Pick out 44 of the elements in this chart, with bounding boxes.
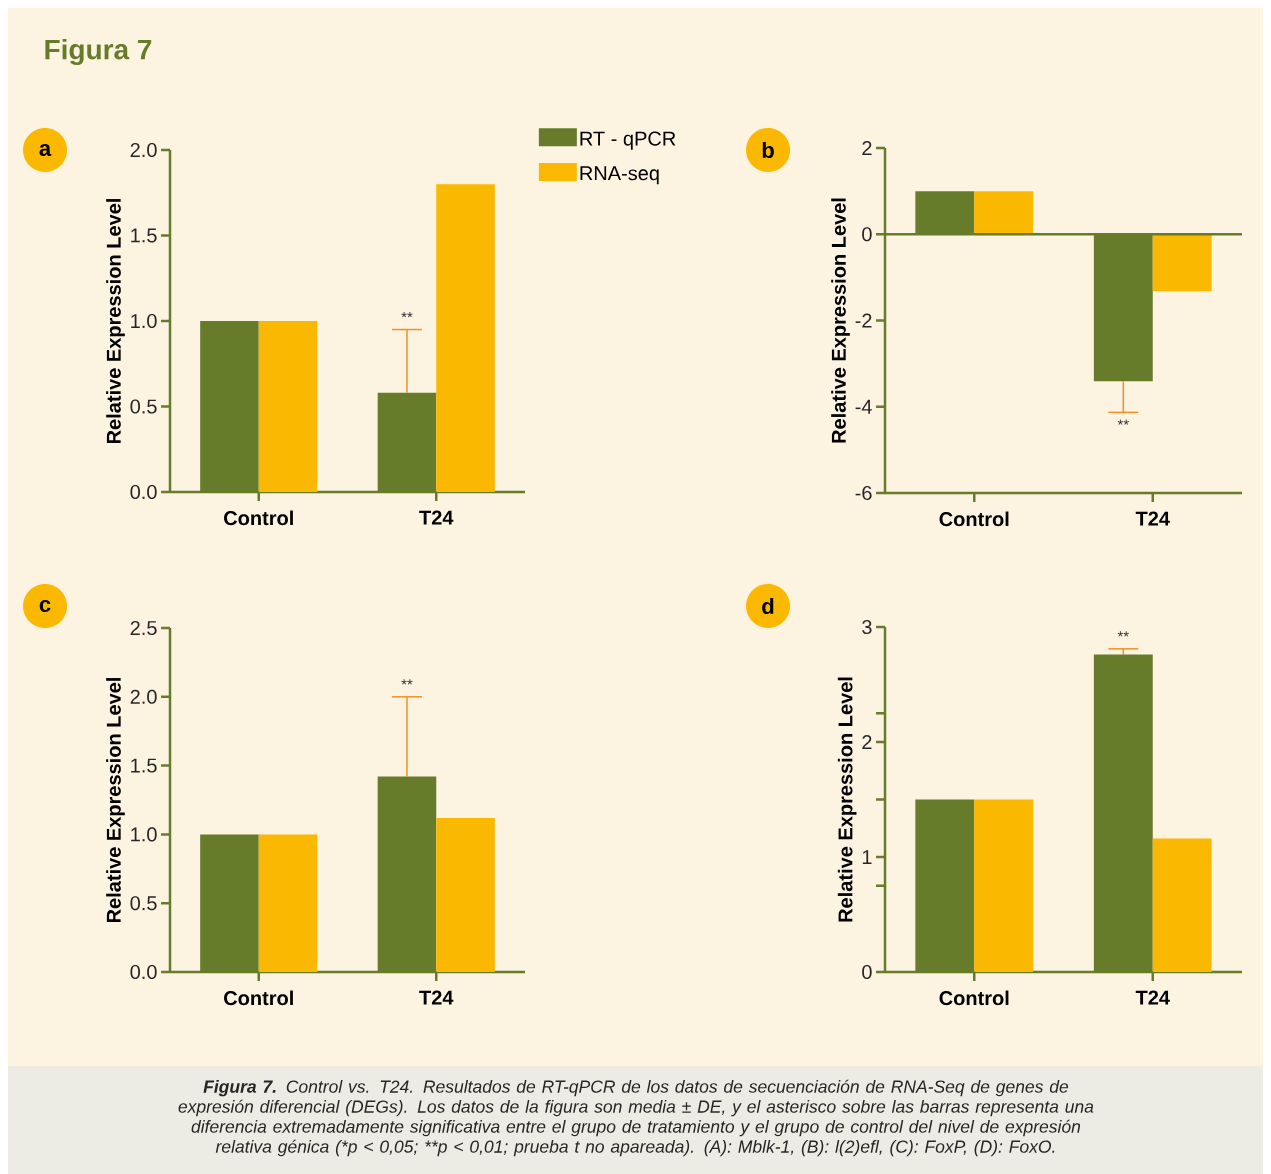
y-tick-label: 1 [862,850,872,864]
y-tick-label: 3 [862,619,872,635]
y-tick-label: 2.0 [130,142,157,158]
y-axis-title: Relative Expression Level [837,677,857,922]
legend-label: RT - qPCR [580,131,676,150]
y-tick-label: 2 [862,141,872,155]
chart-title: a [39,143,52,157]
x-tick-label: T24 [1135,511,1170,526]
y-tick-label: 1.0 [131,827,157,842]
y-tick-label: 0 [862,964,872,980]
y-tick-label: 1.0 [131,313,157,329]
x-tick-label: T24 [419,990,454,1005]
x-tick-label: Control [224,990,293,1006]
y-tick-label: 0 [862,227,872,242]
text: Figura 7 [45,38,152,66]
y-tick-label: 2 [862,735,872,749]
x-tick-label: T24 [419,510,454,525]
x-tick-label: T24 [1135,990,1170,1005]
y-tick-label: 0.0 [130,964,157,980]
text: Figura 7. Control vs. T24. Resultados de RT-qPCR de los datos de secuenciación de RNA-Seq de genes de expresión diferencial (DEGs). Los datos de la figura son media ± DE, y el asterisco sobre las barras representa una diferencia extremadamente significativa entre el grupo de tratamiento y el grupo de control del nivel de expresión relativa génica (*p < 0,05; **p < 0,01; prueba t no apareada). (A): Mblk-1, (B): l(2)efl, (C): FoxP, (D): FoxO. [178,1079,1094,1157]
annotation: ** [401,312,413,318]
x-tick-label: Control [224,510,293,526]
y-tick-label: 2.5 [130,620,157,636]
y-tick-label: 0.5 [130,896,157,911]
annotation: ** [1117,631,1129,637]
annotation: ** [1117,419,1129,425]
chart-title: d [762,597,774,615]
y-tick-label: 1.5 [131,758,157,773]
y-tick-label: 0.5 [130,399,157,414]
y-axis-title: Relative Expression Level [106,199,125,444]
y-tick-label: -2 [855,313,872,328]
x-tick-label: Control [939,511,1009,527]
x-tick-label: Control [939,990,1009,1006]
y-tick-label: -6 [855,485,872,501]
y-axis-title: Relative Expression Level [106,678,125,923]
legend-label: RNA-seq [580,166,659,185]
y-tick-label: 1.5 [131,228,157,243]
y-tick-label: -4 [855,399,872,414]
annotation: ** [401,679,413,685]
y-axis-title: Relative Expression Level [831,198,850,443]
y-tick-label: 2.0 [130,689,157,704]
chart-title: c [39,599,51,613]
y-tick-label: 0.0 [130,484,157,500]
chart-title: b [762,141,774,159]
